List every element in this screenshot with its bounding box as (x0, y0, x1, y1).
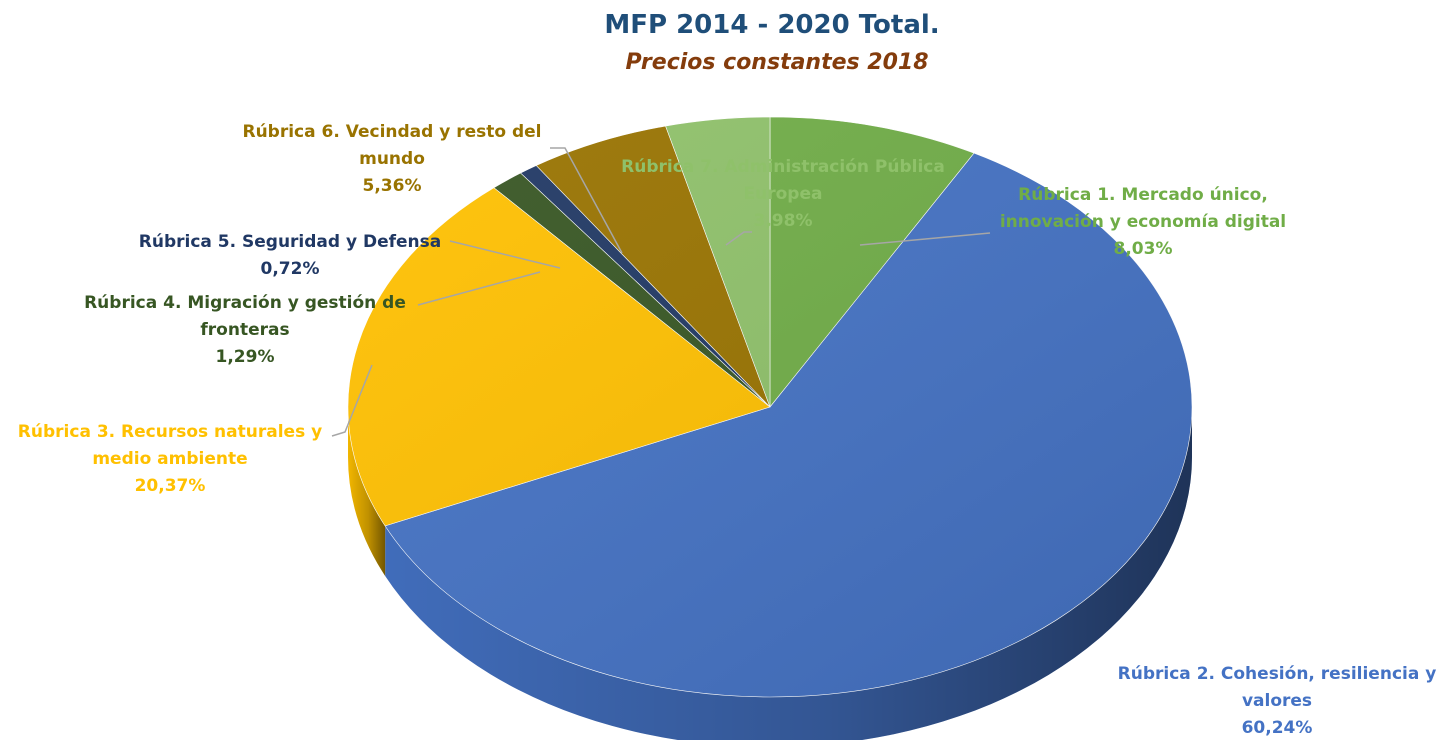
leader-line-4 (417, 271, 541, 306)
slice-label-line-5-1: Rúbrica 5. Seguridad y Defensa (139, 232, 442, 252)
pie-side-shade-2 (385, 407, 1192, 740)
slice-label-line-6-1: Rúbrica 6. Vecindad y resto del (242, 122, 541, 142)
chart-title: MFP 2014 - 2020 Total. (604, 10, 939, 40)
slice-label-6: Rúbrica 6. Vecindad y resto del mundo 5,36… (242, 122, 541, 196)
slice-label-5: Rúbrica 5. Seguridad y Defensa 0,72% (139, 232, 442, 279)
slice-label-line-4-1: Rúbrica 4. Migración y gestión de (84, 293, 406, 313)
leader-lines (331, 147, 991, 437)
slice-percent-2: 60,24% (1242, 718, 1313, 738)
slice-label-line-1-1: Rúbrica 1. Mercado único, (1018, 185, 1268, 205)
leader-line-7 (725, 231, 752, 246)
pie-side-shade-3 (348, 407, 386, 576)
leader-line-5 (449, 240, 561, 269)
slice-percent-3: 20,37% (135, 476, 206, 496)
leader-line-6 (550, 147, 623, 254)
slice-label-4: Rúbrica 4. Migración y gestión de fronter… (84, 293, 406, 367)
pie-tops (347, 116, 1193, 698)
slice-label-line-2-1: Rúbrica 2. Cohesión, resiliencia y (1118, 664, 1437, 684)
slice-label-line-1-2: innovación y economía digital (1000, 212, 1286, 232)
slice-label-line-3-2: medio ambiente (92, 449, 247, 469)
pie-sides (348, 407, 1192, 740)
slice-labels: Rúbrica 1. Mercado único, innovación y ec… (18, 122, 1437, 738)
slice-label-line-3-1: Rúbrica 3. Recursos naturales y (18, 422, 322, 442)
slice-percent-5: 0,72% (261, 259, 320, 279)
slice-label-line-4-2: fronteras (200, 320, 289, 340)
slice-label-7: Rúbrica 7. Administración Pública Europea… (621, 157, 945, 231)
slice-label-2: Rúbrica 2. Cohesión, resiliencia y valore… (1118, 664, 1437, 738)
slice-percent-1: 8,03% (1114, 239, 1173, 259)
leader-line-3 (331, 364, 373, 437)
slice-label-line-7-2: Europea (744, 184, 823, 204)
slice-percent-6: 5,36% (363, 176, 422, 196)
slice-label-1: Rúbrica 1. Mercado único, innovación y ec… (1000, 185, 1286, 259)
slice-percent-4: 1,29% (216, 347, 275, 367)
slice-label-line-2-2: valores (1242, 691, 1312, 711)
leader-line-1 (859, 232, 991, 246)
slice-label-line-6-2: mundo (359, 149, 425, 169)
slice-label-line-7-1: Rúbrica 7. Administración Pública (621, 157, 945, 177)
slice-label-3: Rúbrica 3. Recursos naturales y medio amb… (18, 422, 322, 496)
slice-percent-7: 3,98% (754, 211, 813, 231)
chart-subtitle: Precios constantes 2018 (625, 50, 928, 75)
pie-top-shade (348, 117, 1192, 697)
